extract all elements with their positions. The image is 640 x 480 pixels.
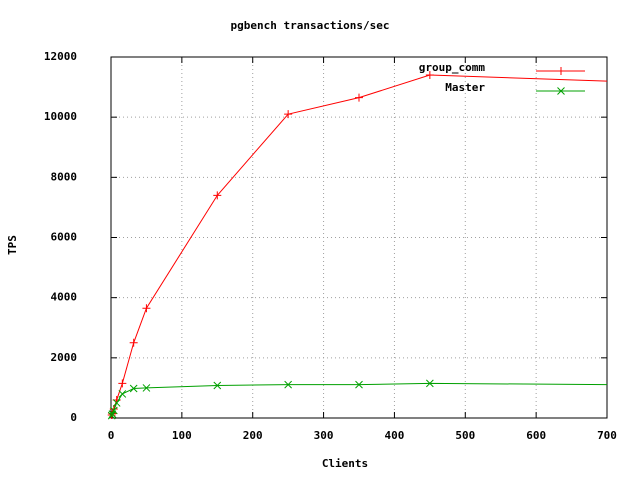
x-tick-label: 0: [108, 429, 115, 442]
data-point: [142, 384, 151, 392]
data-point: [355, 380, 363, 389]
legend-label: Master: [445, 81, 485, 94]
x-tick-label: 300: [314, 429, 334, 442]
data-point: [118, 379, 127, 388]
y-tick-label: 2000: [51, 351, 78, 364]
data-point: [284, 380, 292, 389]
chart-title: pgbench transactions/sec: [231, 19, 390, 32]
series-line: [111, 382, 608, 416]
y-axis-label: TPS: [6, 235, 19, 255]
data-point: [213, 381, 222, 390]
series-line: [111, 74, 608, 416]
data-point: [118, 390, 127, 398]
x-tick-label: 100: [172, 429, 192, 442]
data-point: [107, 411, 116, 420]
x-tick-label: 400: [384, 429, 404, 442]
y-tick-label: 8000: [51, 170, 78, 183]
data-point: [425, 71, 434, 80]
legend-marker: [557, 87, 565, 95]
x-tick-label: 200: [243, 429, 263, 442]
x-axis-label: Clients: [322, 457, 368, 470]
y-tick-label: 0: [70, 411, 77, 424]
data-point: [129, 338, 138, 347]
data-point: [284, 110, 293, 119]
data-point: [112, 399, 121, 407]
x-tick-label: 600: [526, 429, 546, 442]
data-point: [213, 191, 222, 200]
data-point: [355, 93, 363, 102]
y-tick-label: 10000: [44, 110, 77, 123]
legend-label: group_comm: [419, 61, 486, 74]
x-tick-label: 500: [455, 429, 475, 442]
data-point: [129, 384, 138, 393]
y-tick-label: 12000: [44, 50, 77, 63]
legend-marker: [557, 67, 565, 75]
x-tick-label: 700: [597, 429, 617, 442]
data-point: [426, 379, 434, 388]
y-tick-label: 4000: [51, 291, 78, 304]
y-tick-label: 6000: [51, 231, 78, 244]
data-point: [142, 304, 151, 313]
data-point: [109, 406, 118, 415]
